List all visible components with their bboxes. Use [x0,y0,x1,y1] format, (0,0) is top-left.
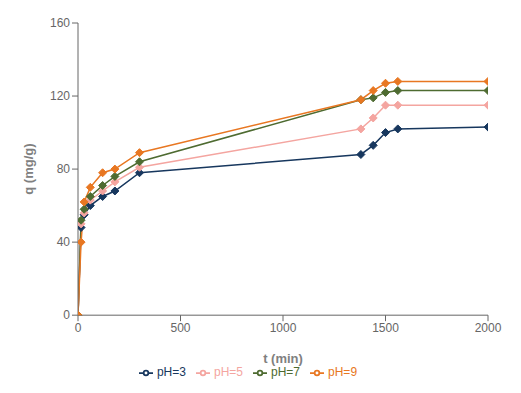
svg-text:0: 0 [75,321,82,335]
html-text:pH=7: pH=7 [271,365,300,380]
svg-text:q (mg/g): q (mg/g) [21,143,36,194]
html-text:pH=5: pH=5 [214,365,243,380]
html-text:pH=3: pH=3 [156,365,186,380]
svg-text:500: 500 [170,321,190,335]
svg-text:40: 40 [57,235,71,249]
html-text:pH=9: pH=9 [328,365,358,380]
svg-text:1000: 1000 [270,321,297,335]
svg-text:80: 80 [57,162,71,176]
svg-text:2000: 2000 [475,321,502,335]
svg-text:120: 120 [50,89,70,103]
svg-text:160: 160 [50,16,70,30]
svg-text:t (min): t (min) [263,351,303,366]
svg-text:1500: 1500 [372,321,399,335]
svg-text:0: 0 [63,308,70,322]
